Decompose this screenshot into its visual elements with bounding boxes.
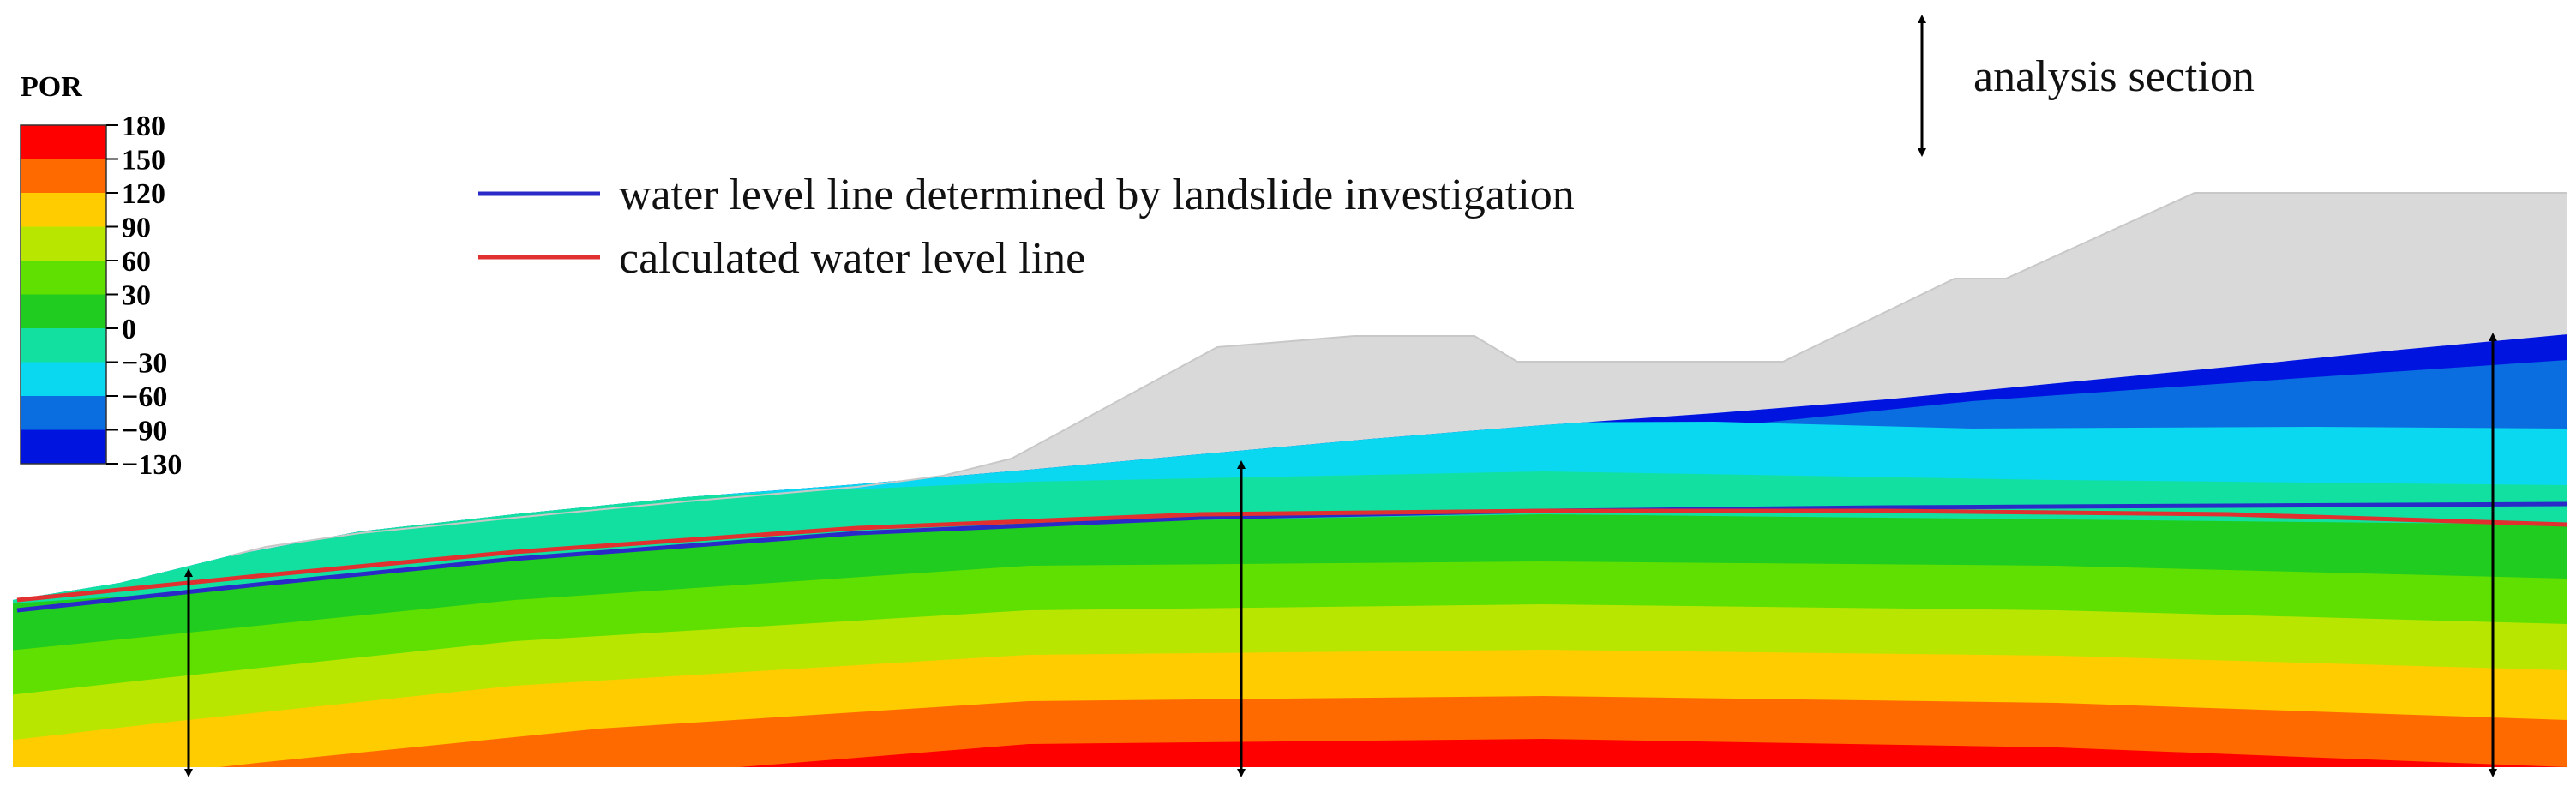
legend-swatches <box>20 124 107 465</box>
legend-swatch <box>21 328 106 363</box>
legend-swatch <box>21 226 106 261</box>
legend-tick-label: 0 <box>122 314 136 345</box>
calculated-water-level-line <box>16 508 2568 603</box>
legend-tick-label: −60 <box>122 381 167 413</box>
legend-tick-label: 180 <box>122 111 165 142</box>
calculated-line-label: calculated water level line <box>619 234 1085 283</box>
legend-swatch <box>21 396 106 430</box>
legend-tick-label: −90 <box>122 416 167 447</box>
legend-tick-label: −30 <box>122 348 167 380</box>
analysis-section-label: analysis section <box>1973 52 2255 101</box>
unsaturated-zone <box>231 193 2567 555</box>
investigation-line-label: water level line determined by landslide… <box>619 171 1575 219</box>
legend-tick-label: 90 <box>122 213 151 244</box>
legend-swatch <box>21 294 106 329</box>
legend-tick-label: 30 <box>122 280 151 312</box>
investigation-water-level-line <box>16 501 2568 613</box>
legend-swatch <box>21 429 106 465</box>
legend-swatch <box>21 159 106 194</box>
legend-tick-label: 120 <box>122 178 165 210</box>
legend-tick-label: 60 <box>122 246 151 278</box>
legend-swatch <box>21 125 106 159</box>
legend-swatch <box>21 261 106 295</box>
legend-tick-label: −130 <box>122 449 182 481</box>
legend-swatch <box>21 193 106 227</box>
band-180 <box>13 739 2567 767</box>
slope-surface-outline <box>231 192 2567 556</box>
legend-title: POR <box>21 71 82 103</box>
legend-swatch <box>21 362 106 397</box>
legend-tick-label: 150 <box>122 145 165 177</box>
